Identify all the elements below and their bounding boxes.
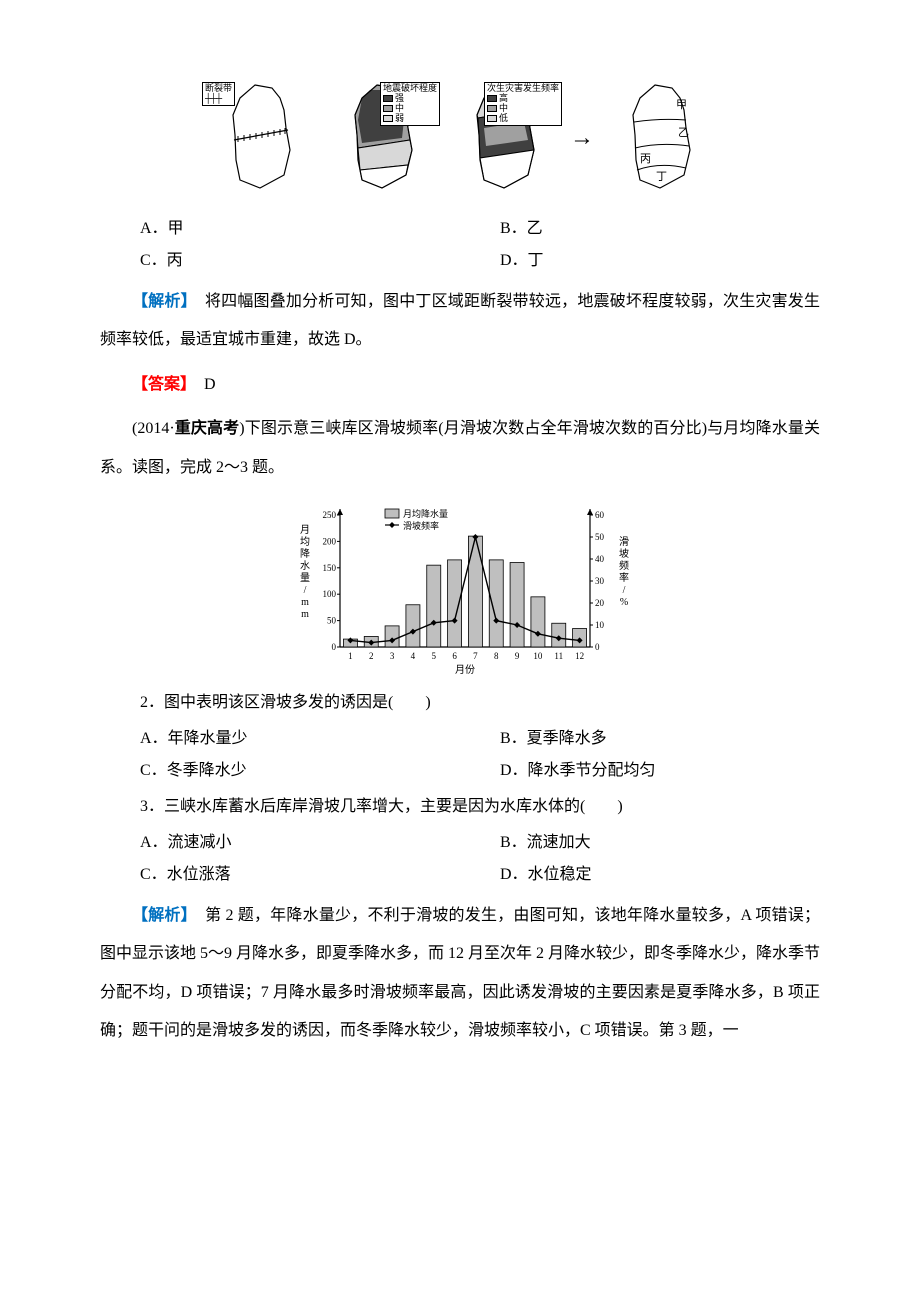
svg-text:11: 11 xyxy=(554,651,563,661)
q1-daan-text: D xyxy=(188,376,216,393)
svg-text:200: 200 xyxy=(323,536,337,546)
intro2: (2014·重庆高考)下图示意三峡库区滑坡频率(月滑坡次数占全年滑坡次数的百分比… xyxy=(100,410,820,487)
q1-opt-d: D．丁 xyxy=(460,245,820,277)
q3-options: A．流速减小 C．水位涨落 B．流速加大 D．水位稳定 xyxy=(100,827,820,891)
map-panel-fault: 断裂带 ┼┼┼ xyxy=(200,80,320,195)
q2-opt-c: C．冬季降水少 xyxy=(100,755,460,787)
svg-text:1: 1 xyxy=(348,651,353,661)
q2-opt-a: A．年降水量少 xyxy=(100,723,460,755)
q3-opt-d: D．水位稳定 xyxy=(460,859,820,891)
svg-text:滑: 滑 xyxy=(619,536,629,548)
map-diagram-row: 断裂带 ┼┼┼ 地震破坏程度 强 中 弱 xyxy=(100,80,820,195)
region-label-jia: 甲 xyxy=(676,99,687,111)
svg-text:60: 60 xyxy=(595,510,605,520)
svg-text:坡: 坡 xyxy=(619,547,629,560)
q1-opt-b: B．乙 xyxy=(460,213,820,245)
jiexi2: 【解析】 第 2 题，年降水量少，不利于滑坡的发生，由图可知，该地年降水量较多，… xyxy=(100,897,820,1051)
svg-text:0: 0 xyxy=(595,642,600,652)
svg-text:12: 12 xyxy=(575,651,584,661)
svg-text:水: 水 xyxy=(300,560,310,572)
svg-text:3: 3 xyxy=(390,651,395,661)
daan-label: 【答案】 xyxy=(132,376,188,393)
legend-damage-title: 地震破坏程度 xyxy=(383,84,437,94)
jiexi-label: 【解析】 xyxy=(132,293,189,310)
map-panel-secondary: 次生灾害发生频率 高 中 低 xyxy=(444,80,564,195)
svg-text:/: / xyxy=(623,585,626,596)
svg-text:50: 50 xyxy=(327,616,337,626)
region-label-bing: 丙 xyxy=(640,153,651,165)
svg-text:月均降水量: 月均降水量 xyxy=(403,508,448,519)
svg-text:9: 9 xyxy=(515,651,520,661)
q1-opt-a: A．甲 xyxy=(100,213,460,245)
q3-stem: 3．三峡水库蓄水后库岸滑坡几率增大，主要是因为水库水体的( ) xyxy=(100,795,820,819)
svg-text:5: 5 xyxy=(432,651,437,661)
q2-stem: 2．图中表明该区滑坡多发的诱因是( ) xyxy=(100,691,820,715)
svg-text:均: 均 xyxy=(300,536,310,548)
svg-text:7: 7 xyxy=(473,651,478,661)
svg-text:率: 率 xyxy=(619,571,629,584)
svg-text:滑坡频率: 滑坡频率 xyxy=(403,520,439,531)
svg-text:月: 月 xyxy=(300,524,310,536)
svg-text:6: 6 xyxy=(452,651,457,661)
svg-text:150: 150 xyxy=(323,563,337,573)
svg-text:100: 100 xyxy=(323,589,337,599)
svg-text:/: / xyxy=(304,585,307,596)
precip-landslide-chart: 0501001502002500102030405060123456789101… xyxy=(100,497,820,677)
jiexi2-label: 【解析】 xyxy=(132,907,189,924)
region-label-yi: 乙 xyxy=(678,126,689,139)
svg-text:10: 10 xyxy=(595,620,605,630)
q1-jiexi-text: 将四幅图叠加分析可知，图中丁区域距断裂带较远，地震破坏程度较弱，次生灾害发生频率… xyxy=(100,293,820,348)
q3-opt-b: B．流速加大 xyxy=(460,827,820,859)
svg-text:20: 20 xyxy=(595,598,605,608)
legend-damage: 地震破坏程度 强 中 弱 xyxy=(380,82,440,126)
svg-text:40: 40 xyxy=(595,554,605,564)
svg-text:30: 30 xyxy=(595,576,605,586)
svg-text:50: 50 xyxy=(595,532,605,542)
svg-text:8: 8 xyxy=(494,651,499,661)
svg-text:0: 0 xyxy=(332,642,337,652)
q3-opt-a: A．流速减小 xyxy=(100,827,460,859)
svg-text:2: 2 xyxy=(369,651,374,661)
q3-opt-c: C．水位涨落 xyxy=(100,859,460,891)
intro2-bold: 重庆高考 xyxy=(175,420,240,437)
q1-options: A．甲 C．丙 B．乙 D．丁 xyxy=(100,213,820,277)
svg-text:%: % xyxy=(620,597,628,608)
svg-text:量: 量 xyxy=(300,572,310,584)
q2-options: A．年降水量少 C．冬季降水少 B．夏季降水多 D．降水季节分配均匀 xyxy=(100,723,820,787)
legend-fault-symbol: ┼┼┼ xyxy=(205,94,232,104)
intro2-prefix: (2014· xyxy=(132,420,175,437)
q1-daan: 【答案】 D xyxy=(100,366,820,404)
q1-jiexi: 【解析】 将四幅图叠加分析可知，图中丁区域距断裂带较远，地震破坏程度较弱，次生灾… xyxy=(100,283,820,360)
map-panel-result: 甲 乙 丙 丁 xyxy=(600,80,720,195)
svg-text:10: 10 xyxy=(533,651,543,661)
q2-opt-d: D．降水季节分配均匀 xyxy=(460,755,820,787)
q1-opt-c: C．丙 xyxy=(100,245,460,277)
arrow-icon: → xyxy=(570,120,594,156)
legend-secondary-title: 次生灾害发生频率 xyxy=(487,84,559,94)
jiexi2-text: 第 2 题，年降水量少，不利于滑坡的发生，由图可知，该地年降水量较多，A 项错误… xyxy=(100,907,820,1039)
svg-text:降: 降 xyxy=(300,547,310,560)
svg-text:4: 4 xyxy=(411,651,416,661)
svg-text:m: m xyxy=(301,597,309,608)
q2-opt-b: B．夏季降水多 xyxy=(460,723,820,755)
legend-secondary: 次生灾害发生频率 高 中 低 xyxy=(484,82,562,126)
svg-text:m: m xyxy=(301,609,309,620)
region-label-ding: 丁 xyxy=(656,171,667,183)
svg-text:月份: 月份 xyxy=(455,664,475,676)
map-panel-damage: 地震破坏程度 强 中 弱 xyxy=(322,80,442,195)
svg-text:频: 频 xyxy=(619,559,629,572)
svg-text:250: 250 xyxy=(323,510,337,520)
legend-fault: 断裂带 ┼┼┼ xyxy=(202,82,235,106)
